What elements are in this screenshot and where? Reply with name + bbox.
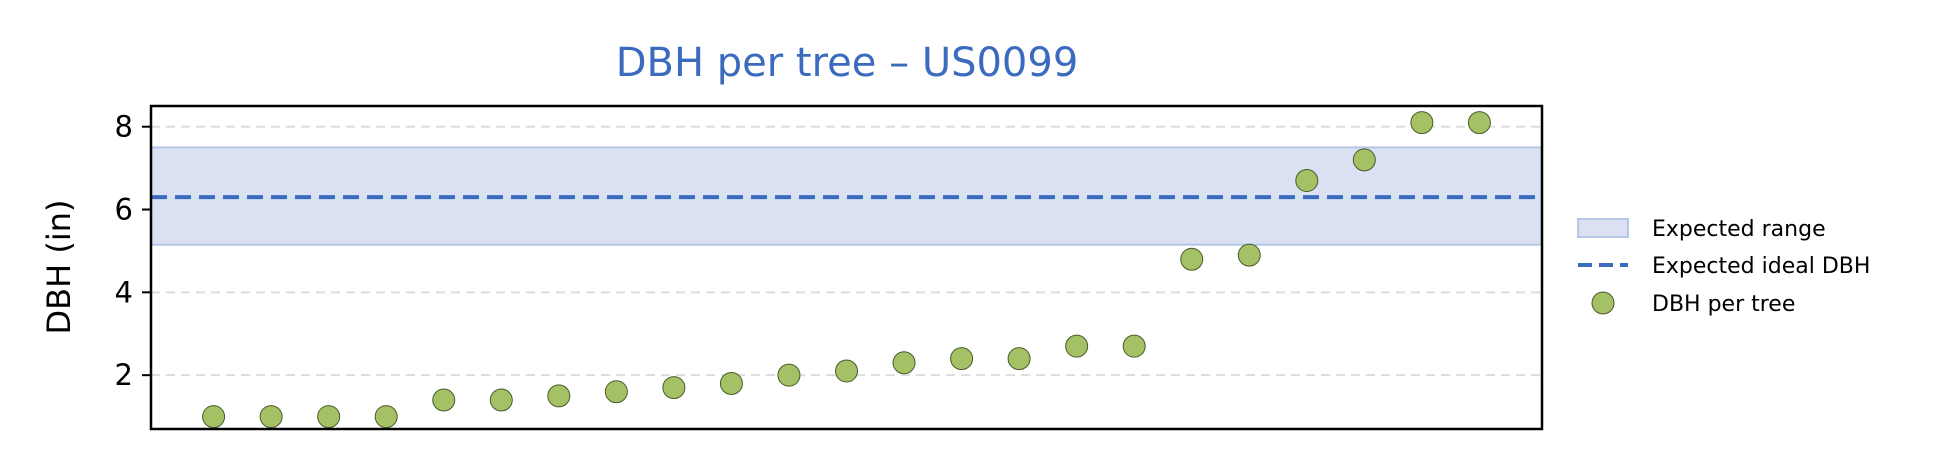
data-point: [1180, 247, 1204, 271]
data-point: [1295, 169, 1319, 193]
y-axis-ticks: 2 4 6 8: [115, 110, 151, 392]
data-point: [1410, 111, 1434, 135]
data-point: [719, 371, 743, 395]
data-point: [202, 405, 226, 429]
legend-label-points: DBH per tree: [1652, 292, 1795, 317]
data-point: [489, 388, 513, 412]
legend-label-range: Expected range: [1652, 217, 1826, 242]
plot-frame: [149, 104, 1544, 431]
data-point: [317, 405, 341, 429]
data-point: [604, 380, 628, 404]
data-point: [259, 405, 283, 429]
data-point: [432, 388, 456, 412]
y-tick-label: 4: [115, 275, 133, 309]
data-point: [1065, 334, 1089, 358]
chart-title: DBH per tree – US0099: [616, 40, 1079, 86]
data-point: [662, 376, 686, 400]
y-tick-label: 6: [115, 193, 133, 227]
y-tick-label: 8: [115, 110, 133, 144]
legend-swatch-points: [1591, 291, 1615, 315]
legend: Expected range Expected ideal DBH DBH per …: [1577, 217, 1870, 317]
plot-border: [149, 104, 1544, 431]
data-point: [374, 405, 398, 429]
data-point: [1122, 334, 1146, 358]
data-point: [777, 363, 801, 387]
y-axis-label: DBH (in): [40, 200, 78, 335]
data-point: [1467, 111, 1491, 135]
data-point: [950, 347, 974, 371]
legend-label-ideal: Expected ideal DBH: [1652, 254, 1870, 279]
data-point: [892, 351, 916, 375]
data-points: [202, 111, 1491, 429]
data-point: [835, 359, 858, 383]
data-point: [1007, 347, 1031, 371]
data-point: [547, 384, 571, 408]
y-tick-label: 2: [115, 358, 133, 392]
data-point: [1352, 148, 1376, 172]
legend-swatch-range: [1577, 218, 1629, 238]
data-point: [1237, 243, 1261, 267]
